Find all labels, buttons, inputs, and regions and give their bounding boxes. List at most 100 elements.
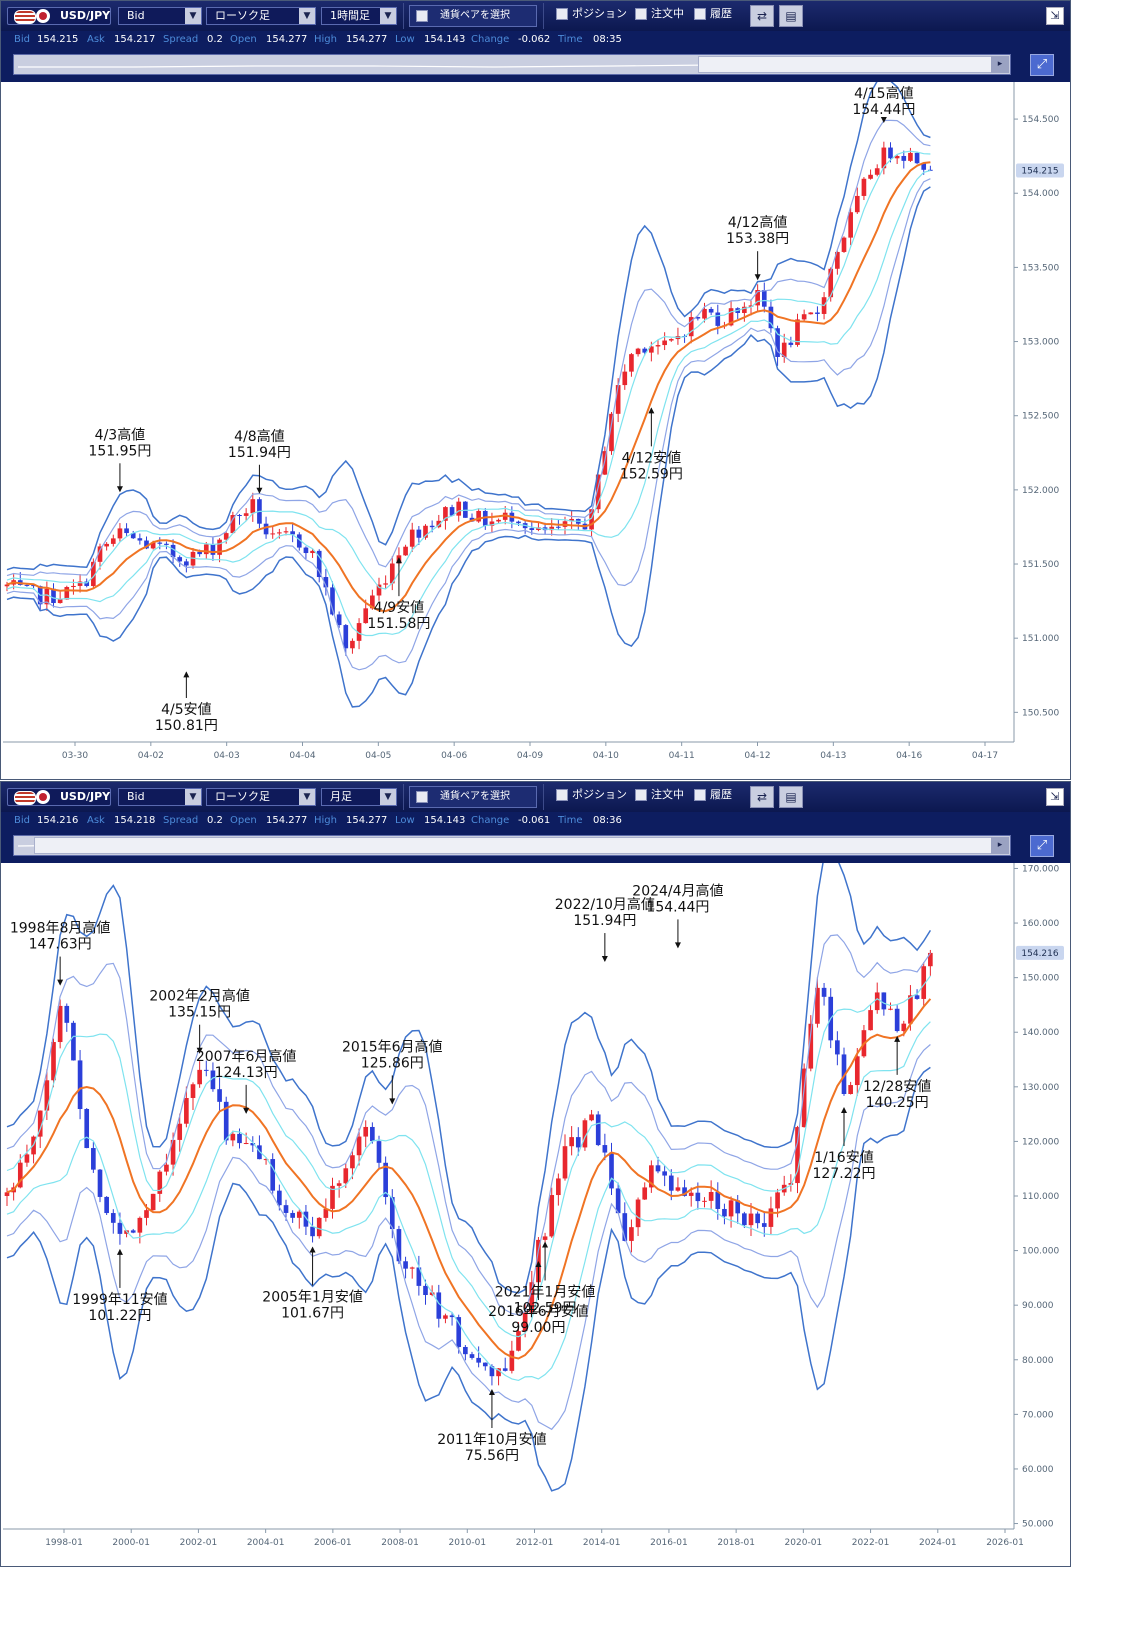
price-type-select[interactable]: Bid ▼	[118, 7, 202, 25]
collapse-icon[interactable]: ⇲	[1046, 7, 1064, 25]
lower-band-1-sigma	[6, 169, 931, 637]
range-navigator[interactable]: ▸	[13, 54, 1011, 75]
candle-body	[801, 314, 807, 320]
price-type-select[interactable]: Bid ▼	[118, 788, 202, 806]
select-pair-button[interactable]: 通貨ペアを選択	[409, 5, 537, 27]
timeframe-select[interactable]: 月足 ▼	[321, 788, 397, 806]
currency-pair-display[interactable]: USD/JPY	[7, 788, 111, 806]
candle-body	[24, 1154, 30, 1163]
candle-body	[77, 581, 83, 586]
candle-body	[795, 319, 800, 345]
y-tick-label: 150.500	[1022, 708, 1059, 718]
candle-body	[177, 1123, 183, 1140]
candle-body	[629, 354, 634, 372]
candle-body	[708, 1191, 714, 1201]
annotation-value: 101.22円	[88, 1308, 151, 1324]
candle-body	[589, 509, 594, 530]
positions-checkbox[interactable]	[556, 789, 568, 801]
select-pair-checkbox[interactable]	[416, 791, 428, 803]
timeframe-select[interactable]: 1時間足 ▼	[321, 7, 397, 25]
candle-body	[595, 474, 601, 510]
candle-body	[489, 521, 495, 526]
hourly-candlestick-chart[interactable]: 150.500 151.000 151.500 152.000 152.500 153.0…	[1, 73, 1070, 780]
candle-body	[409, 529, 415, 547]
candle-body	[449, 507, 455, 516]
x-tick-label: 04-03	[214, 751, 240, 761]
window-list-icon[interactable]: ▤	[779, 5, 803, 27]
candle-body	[556, 1178, 561, 1196]
candle-body	[722, 1208, 727, 1217]
history-checkbox[interactable]	[694, 789, 706, 801]
select-pair-checkbox[interactable]	[416, 10, 428, 22]
annotation-label: 4/8高値	[234, 428, 285, 445]
annotation-arrowhead	[256, 487, 263, 494]
candle-body	[516, 1331, 521, 1351]
candle-body	[137, 1217, 143, 1233]
zoom-out-icon[interactable]: ⤢	[1030, 54, 1054, 76]
orders-checkbox[interactable]	[635, 789, 647, 801]
lower-band-1-sigma	[6, 1021, 931, 1382]
candle-body	[642, 1187, 648, 1200]
chart-plot-area[interactable]: 150.500 151.000 151.500 152.000 152.500 153.0…	[1, 73, 1070, 780]
candle-body	[343, 1168, 349, 1184]
chart-type-select[interactable]: ローソク足 ▼	[206, 788, 316, 806]
candle-body	[881, 147, 887, 169]
candle-body	[376, 1141, 382, 1163]
annotation-arrowhead	[674, 942, 681, 949]
candle-body	[649, 1165, 654, 1188]
candle-body	[203, 544, 209, 555]
chart-settings-icon[interactable]: ⇄	[750, 5, 774, 27]
candle-body	[363, 1126, 369, 1137]
y-tick-label: 152.000	[1022, 486, 1059, 496]
x-tick-label: 2010-01	[448, 1538, 486, 1548]
y-tick-label: 154.000	[1022, 189, 1059, 199]
annotation-label: 2002年2月高値	[149, 988, 250, 1005]
candle-body	[482, 1362, 488, 1367]
zoom-out-icon[interactable]: ⤢	[1030, 835, 1054, 857]
navigator-window[interactable]	[698, 56, 1008, 73]
candle-body	[668, 1175, 674, 1191]
candle-body	[688, 1192, 694, 1196]
orders-label: 注文中	[651, 788, 684, 801]
candle-body	[476, 510, 481, 522]
window-list-icon[interactable]: ▤	[779, 786, 803, 808]
candle-body	[914, 995, 920, 999]
annotation-label: 2005年1月安値	[262, 1289, 363, 1305]
us-flag-icon	[14, 791, 36, 805]
annotation-label: 2015年6月高値	[342, 1038, 443, 1055]
orders-checkbox[interactable]	[635, 8, 647, 20]
chart-type-select[interactable]: ローソク足 ▼	[206, 7, 316, 25]
history-checkbox[interactable]	[694, 8, 706, 20]
candle-body	[509, 1350, 515, 1371]
candle-body	[801, 1068, 807, 1128]
chevron-right-icon[interactable]: ▸	[991, 56, 1009, 73]
annotation-label: 1998年8月高値	[10, 920, 111, 937]
range-navigator[interactable]: ▸	[13, 835, 1011, 856]
currency-pair-display[interactable]: USD/JPY	[7, 7, 111, 25]
price-type-value: Bid	[127, 790, 145, 803]
candle-body	[436, 1292, 442, 1319]
positions-checkbox[interactable]	[556, 8, 568, 20]
candle-body	[91, 561, 96, 586]
candle-body	[881, 992, 887, 1010]
y-tick-label: 60.000	[1022, 1465, 1054, 1475]
chart-plot-area[interactable]: 50.000 60.000 70.000 80.000 90.000 100.000 110…	[1, 851, 1070, 1567]
navigator-window[interactable]	[34, 837, 1008, 854]
y-tick-label: 90.000	[1022, 1301, 1054, 1311]
monthly-candlestick-chart[interactable]: 50.000 60.000 70.000 80.000 90.000 100.000 110…	[1, 851, 1070, 1567]
annotation-value: 125.86円	[361, 1055, 424, 1071]
low-label: Low	[395, 34, 415, 45]
collapse-icon[interactable]: ⇲	[1046, 788, 1064, 806]
open-value: 154.277	[266, 815, 308, 826]
bid-label: Bid	[14, 34, 30, 45]
chevron-right-icon[interactable]: ▸	[991, 837, 1009, 854]
candle-body	[921, 966, 927, 999]
candle-body	[549, 526, 555, 531]
select-pair-button[interactable]: 通貨ペアを選択	[409, 786, 537, 808]
candle-body	[71, 585, 76, 588]
candle-body	[469, 1354, 475, 1358]
lower-band-2-sigma	[6, 1044, 931, 1431]
chart-settings-icon[interactable]: ⇄	[750, 786, 774, 808]
candle-body	[323, 1208, 329, 1218]
moving-average-line	[6, 998, 932, 1360]
